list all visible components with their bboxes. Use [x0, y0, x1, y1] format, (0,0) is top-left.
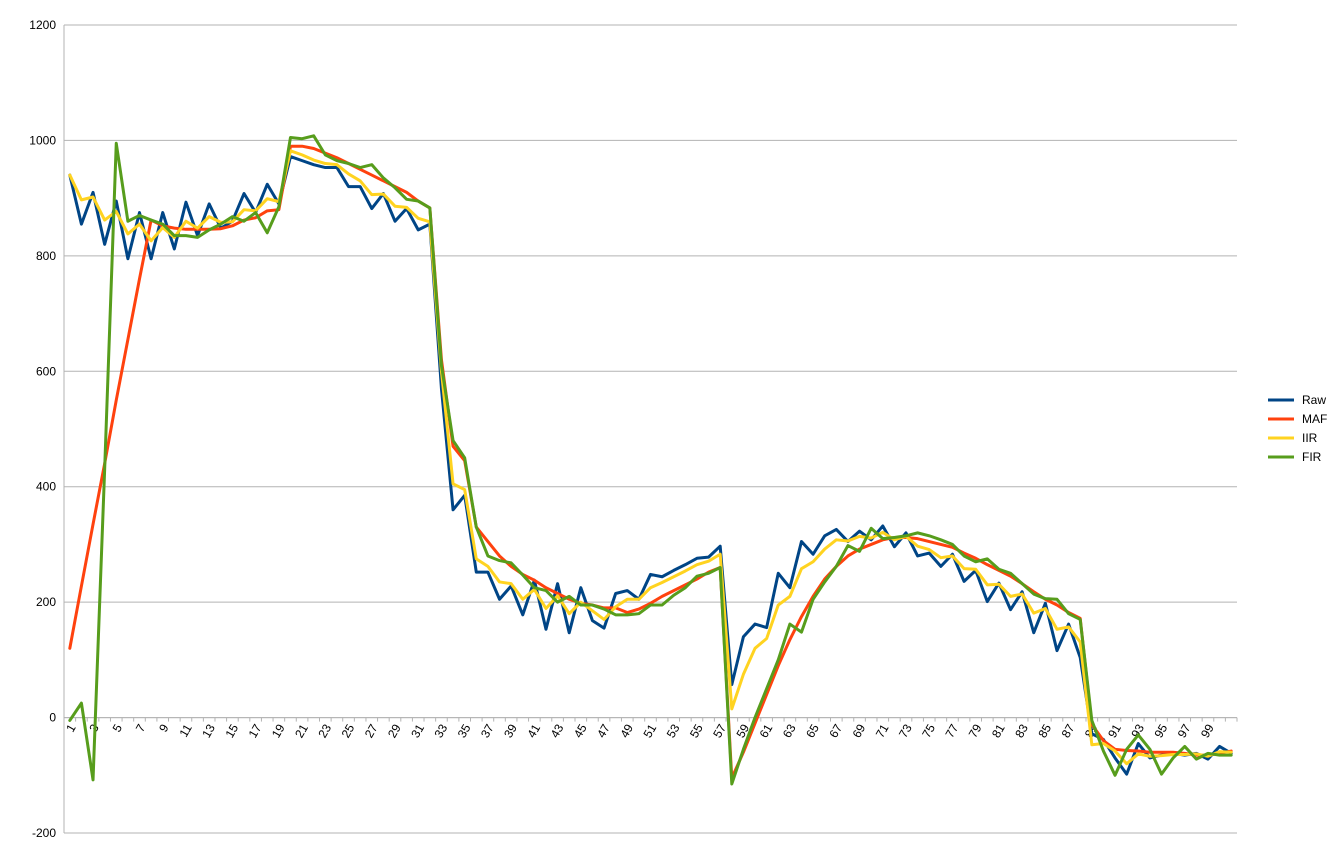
x-tick-label: 67 — [826, 721, 845, 740]
series-line-iir — [68, 149, 1233, 766]
legend: Raw MAF IIR FIR — [1268, 393, 1327, 464]
x-tick-label: 17 — [246, 721, 265, 740]
x-axis — [63, 25, 1238, 833]
y-tick-label: 1200 — [29, 18, 56, 32]
x-tick-label: 63 — [780, 721, 799, 740]
x-tick-label: 45 — [571, 721, 590, 740]
x-tick-label: 57 — [710, 721, 729, 740]
x-tick-label: 65 — [803, 721, 822, 740]
x-tick-label: 5 — [110, 721, 126, 734]
x-tick-label: 71 — [873, 721, 892, 740]
x-tick-label: 29 — [385, 721, 404, 740]
x-tick-label: 19 — [269, 721, 288, 740]
x-tick-label: 7 — [133, 721, 149, 734]
x-tick-label: 53 — [664, 721, 683, 740]
series-line-fir — [68, 134, 1233, 786]
x-tick-label: 55 — [687, 721, 706, 740]
x-tick-label: 81 — [989, 721, 1008, 740]
x-tick-label: 25 — [339, 721, 358, 740]
x-tick-label: 79 — [966, 721, 985, 740]
y-tick-label: 600 — [36, 364, 56, 378]
legend-label-raw: Raw — [1302, 393, 1326, 407]
series-line-raw — [68, 155, 1233, 776]
y-tick-label: 0 — [49, 711, 56, 725]
x-tick-label: 1 — [63, 721, 79, 734]
x-tick-label: 99 — [1198, 721, 1217, 740]
x-tick-label: 9 — [156, 721, 172, 734]
y-tick-label: 400 — [36, 480, 56, 494]
x-tick-label: 75 — [919, 721, 938, 740]
x-tick-label: 51 — [641, 721, 660, 740]
x-axis-tick-labels: 1 3 5 7 9 11 13 15 17 19 21 23 25 27 29 31 33 35 37 39 41 43 4… — [63, 721, 1217, 740]
y-gridlines — [64, 24, 1237, 834]
x-tick-label: 93 — [1128, 721, 1147, 740]
x-tick-label: 39 — [501, 721, 520, 740]
legend-label-fir: FIR — [1302, 450, 1322, 464]
legend-label-iir: IIR — [1302, 431, 1318, 445]
x-tick-label: 21 — [292, 721, 311, 740]
x-tick-label: 41 — [524, 721, 543, 740]
x-tick-label: 13 — [199, 721, 218, 740]
x-tick-label: 23 — [315, 721, 334, 740]
y-tick-label: -200 — [32, 826, 56, 840]
x-tick-label: 97 — [1175, 721, 1194, 740]
x-tick-label: 35 — [455, 721, 474, 740]
x-tick-label: 31 — [408, 721, 427, 740]
x-tick-label: 11 — [176, 721, 195, 739]
x-tick-label: 61 — [757, 721, 776, 740]
x-tick-label: 33 — [431, 721, 450, 740]
legend-label-maf: MAF — [1302, 412, 1327, 426]
x-tick-label: 43 — [548, 721, 567, 740]
series-lines — [68, 134, 1233, 786]
x-tick-label: 73 — [896, 721, 915, 740]
x-tick-label: 83 — [1012, 721, 1031, 740]
x-tick-label: 85 — [1035, 721, 1054, 740]
x-tick-label: 87 — [1059, 721, 1078, 740]
y-tick-label: 800 — [36, 249, 56, 263]
x-tick-label: 27 — [362, 721, 381, 740]
series-line-maf — [68, 144, 1233, 780]
x-tick-label: 15 — [222, 721, 241, 740]
x-tick-label: 47 — [594, 721, 613, 740]
x-tick-label: 49 — [617, 721, 636, 740]
x-tick-label: 77 — [942, 721, 961, 740]
x-tick-label: 91 — [1105, 721, 1124, 740]
x-tick-label: 37 — [478, 721, 497, 740]
x-tick-label: 69 — [850, 721, 869, 740]
y-tick-label: 1000 — [29, 133, 56, 147]
x-tick-label: 95 — [1152, 721, 1171, 740]
y-axis-tick-labels: -200 0 200 400 600 800 1000 1200 — [29, 18, 56, 840]
y-tick-label: 200 — [36, 595, 56, 609]
